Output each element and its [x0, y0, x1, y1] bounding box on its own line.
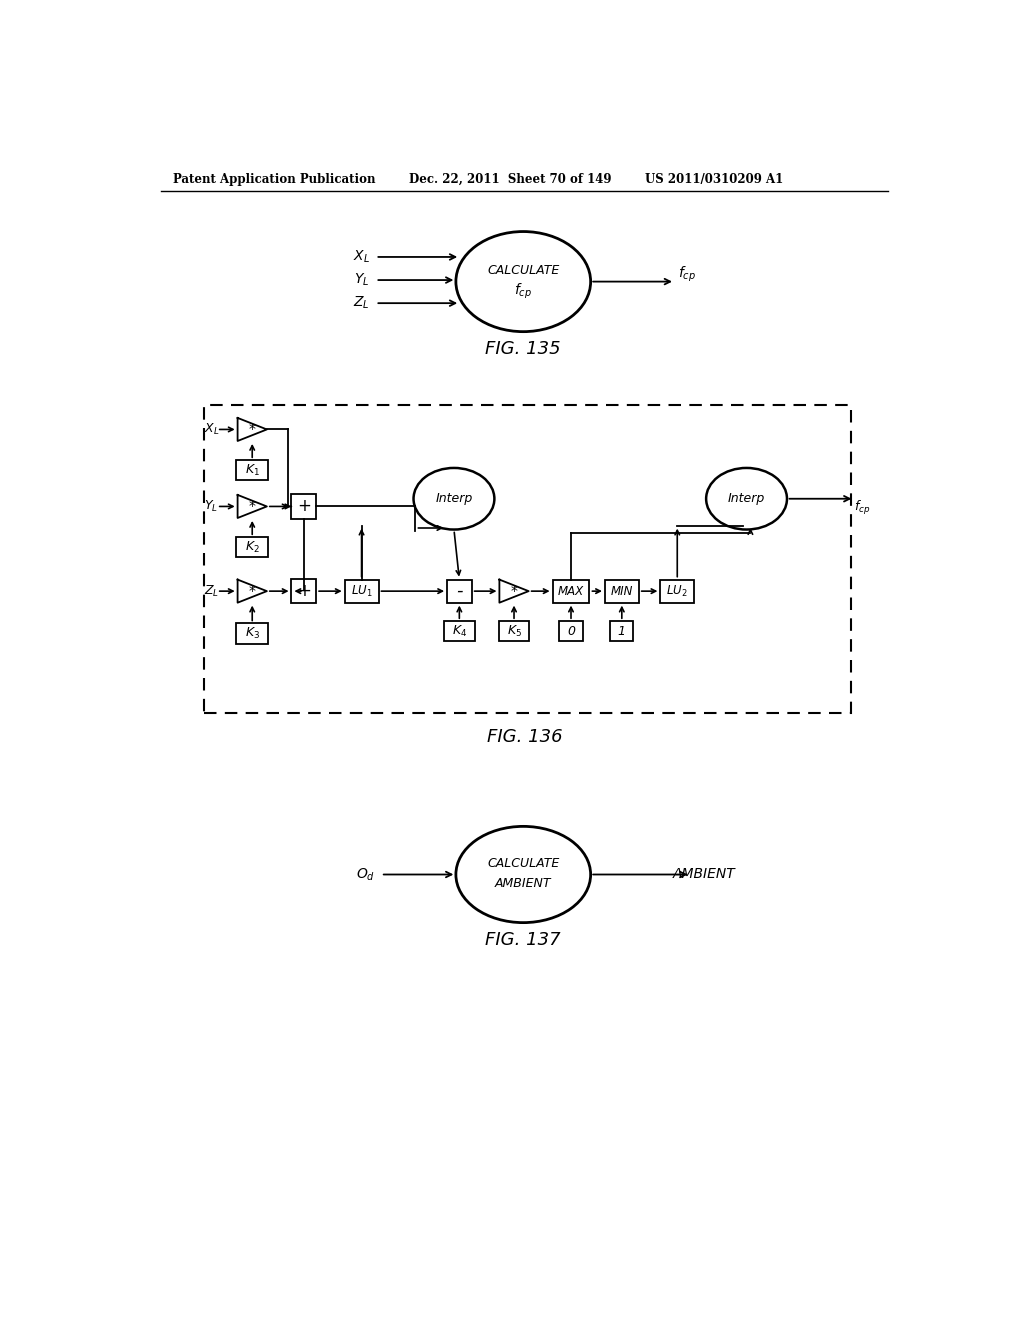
- Text: FIG. 136: FIG. 136: [487, 729, 562, 746]
- Text: $f_{cp}$: $f_{cp}$: [854, 499, 870, 517]
- Ellipse shape: [456, 231, 591, 331]
- Bar: [345, 579, 379, 603]
- Text: US 2011/0310209 A1: US 2011/0310209 A1: [645, 173, 783, 186]
- Text: $K_2$: $K_2$: [245, 540, 260, 554]
- Bar: [292, 578, 316, 603]
- Text: $Y_L$: $Y_L$: [205, 499, 218, 513]
- Text: CALCULATE: CALCULATE: [487, 857, 559, 870]
- Text: $f_{cp}$: $f_{cp}$: [678, 264, 695, 284]
- Text: $K_3$: $K_3$: [245, 626, 260, 642]
- Bar: [237, 623, 268, 644]
- Text: $Z_L$: $Z_L$: [353, 294, 370, 312]
- Text: FIG. 135: FIG. 135: [485, 339, 561, 358]
- Text: $LU_2$: $LU_2$: [667, 583, 688, 599]
- Text: Interp: Interp: [728, 492, 765, 506]
- Ellipse shape: [456, 826, 591, 923]
- Text: $O_d$: $O_d$: [355, 866, 375, 883]
- Text: *: *: [249, 422, 256, 437]
- Bar: [605, 579, 639, 603]
- Text: AMBIENT: AMBIENT: [495, 878, 552, 890]
- Bar: [237, 461, 268, 480]
- Text: MAX: MAX: [558, 585, 584, 598]
- Bar: [444, 622, 475, 642]
- Bar: [610, 622, 634, 642]
- Ellipse shape: [414, 469, 495, 529]
- Text: $X_L$: $X_L$: [204, 422, 219, 437]
- Text: $X_L$: $X_L$: [353, 248, 370, 265]
- Text: $K_4$: $K_4$: [452, 623, 467, 639]
- Text: $f_{cp}$: $f_{cp}$: [514, 282, 532, 301]
- Text: *: *: [249, 499, 256, 513]
- Text: Patent Application Publication: Patent Application Publication: [173, 173, 376, 186]
- Text: Interp: Interp: [435, 492, 473, 506]
- Text: $Z_L$: $Z_L$: [204, 583, 219, 599]
- Text: *: *: [249, 585, 256, 598]
- Ellipse shape: [707, 469, 787, 529]
- Bar: [559, 622, 583, 642]
- Bar: [447, 579, 472, 603]
- Text: $K_5$: $K_5$: [507, 623, 521, 639]
- Text: 1: 1: [617, 624, 626, 638]
- Text: Dec. 22, 2011  Sheet 70 of 149: Dec. 22, 2011 Sheet 70 of 149: [410, 173, 611, 186]
- Bar: [553, 579, 590, 603]
- Bar: [237, 537, 268, 557]
- Bar: [499, 622, 529, 642]
- Text: AMBIENT: AMBIENT: [673, 867, 735, 882]
- Bar: [204, 405, 851, 713]
- Text: +: +: [297, 498, 310, 515]
- Text: 0: 0: [567, 624, 575, 638]
- Bar: [660, 579, 694, 603]
- Text: CALCULATE: CALCULATE: [487, 264, 559, 277]
- Text: FIG. 137: FIG. 137: [485, 931, 561, 949]
- Bar: [292, 494, 316, 519]
- Text: +: +: [297, 582, 310, 601]
- Text: MIN: MIN: [610, 585, 633, 598]
- Text: $LU_1$: $LU_1$: [351, 583, 373, 599]
- Text: *: *: [511, 585, 517, 598]
- Text: -: -: [456, 582, 463, 601]
- Text: $Y_L$: $Y_L$: [354, 272, 370, 288]
- Text: $K_1$: $K_1$: [245, 463, 260, 478]
